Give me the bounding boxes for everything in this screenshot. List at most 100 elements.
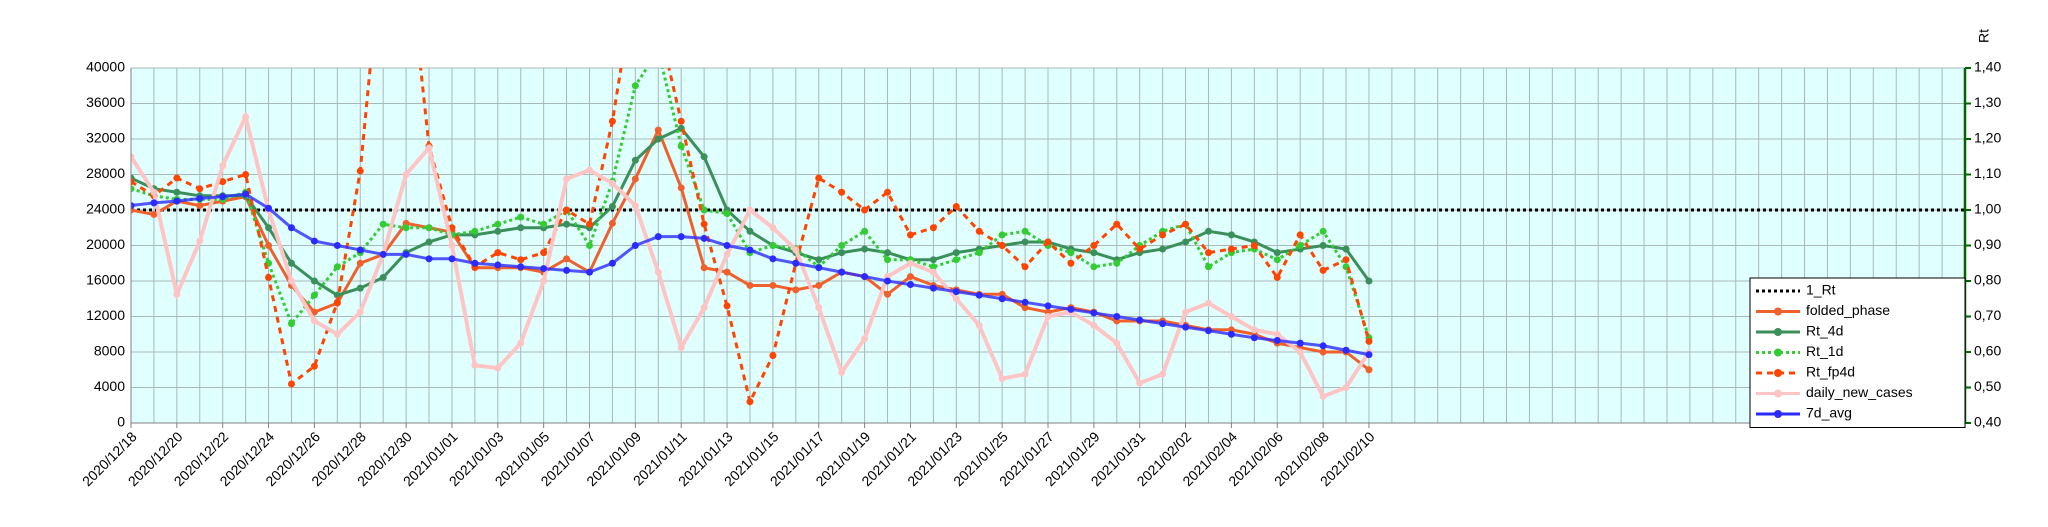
series-marker: [1113, 313, 1121, 320]
y-tick-label: 12000: [86, 307, 125, 323]
series-marker: [173, 174, 181, 182]
series-marker: [471, 361, 479, 369]
series-marker: [1090, 242, 1098, 249]
series-marker: [975, 227, 983, 235]
legend-marker: [1774, 389, 1782, 398]
series-marker: [998, 242, 1006, 249]
series-marker: [746, 227, 754, 235]
series-marker: [563, 266, 571, 274]
series-marker: [838, 188, 846, 196]
series-marker: [586, 220, 593, 228]
series-marker: [746, 246, 754, 254]
series-marker: [1273, 336, 1281, 344]
series-marker: [150, 188, 158, 196]
series-marker: [586, 268, 593, 276]
series-marker: [884, 249, 892, 257]
series-marker: [1090, 309, 1098, 317]
series-marker: [1021, 304, 1029, 312]
series-marker: [517, 224, 525, 232]
series-marker: [906, 231, 914, 239]
legend-marker: [1774, 307, 1782, 316]
series-marker: [655, 18, 662, 25]
series-marker: [608, 117, 616, 125]
y-tick-label: 0: [117, 414, 125, 430]
series-marker: [998, 375, 1006, 383]
series-marker: [1227, 245, 1235, 253]
series-marker: [379, 273, 387, 281]
series-marker: [1159, 370, 1167, 378]
series-marker: [494, 227, 502, 235]
y2-tick-label: 1,40: [1974, 59, 2001, 75]
series-marker: [723, 210, 731, 218]
series-marker: [952, 295, 960, 303]
series-marker: [1250, 326, 1258, 334]
series-marker: [1273, 249, 1281, 257]
series-marker: [815, 281, 823, 289]
y2-tick-label: 1,00: [1974, 201, 2001, 217]
series-marker: [1365, 277, 1373, 285]
series-marker: [494, 220, 502, 228]
series-marker: [310, 277, 318, 285]
series-marker: [746, 398, 754, 406]
series-marker: [1136, 245, 1144, 253]
series-marker: [310, 291, 318, 299]
series-marker: [402, 224, 410, 232]
series-marker: [746, 206, 754, 214]
series-marker: [746, 281, 754, 289]
series-marker: [471, 227, 479, 235]
series-marker: [1342, 245, 1350, 253]
series-marker: [425, 144, 433, 152]
y-tick-label: 8000: [94, 343, 125, 359]
series-marker: [631, 202, 639, 210]
series-marker: [815, 256, 823, 264]
series-marker: [677, 233, 685, 241]
series-marker: [265, 204, 273, 212]
series-marker: [792, 286, 800, 294]
series-marker: [1136, 316, 1144, 324]
series-marker: [700, 234, 708, 242]
series-marker: [1319, 242, 1327, 249]
series-marker: [998, 295, 1006, 303]
series-marker: [1159, 320, 1167, 328]
series-marker: [517, 256, 525, 264]
series-marker: [929, 268, 937, 276]
series-marker: [356, 259, 364, 267]
series-marker: [1227, 330, 1235, 338]
series-marker: [563, 220, 571, 228]
series-marker: [1319, 348, 1327, 356]
series-marker: [494, 364, 502, 372]
series-marker: [196, 202, 204, 210]
series-marker: [906, 273, 914, 281]
series-marker: [1296, 242, 1304, 249]
series-marker: [1090, 263, 1098, 271]
series-marker: [906, 281, 914, 289]
series-marker: [333, 291, 341, 299]
series-marker: [1319, 266, 1327, 274]
series-marker: [333, 242, 341, 249]
y2-tick-label: 1,20: [1974, 130, 2001, 146]
y2-tick-label: 1,10: [1974, 165, 2001, 181]
series-marker: [838, 268, 846, 276]
series-marker: [952, 249, 960, 257]
series-marker: [608, 202, 616, 210]
series-marker: [838, 368, 846, 376]
series-marker: [1113, 339, 1121, 347]
series-marker: [700, 153, 708, 161]
series-marker: [929, 256, 937, 264]
series-marker: [1021, 298, 1029, 306]
series-marker: [425, 238, 433, 246]
series-marker: [884, 277, 892, 285]
series-marker: [219, 193, 227, 201]
series-marker: [1204, 327, 1212, 335]
series-marker: [265, 273, 273, 281]
y2-tick-label: 0,50: [1974, 378, 2001, 394]
series-marker: [517, 339, 525, 347]
y-tick-label: 32000: [86, 130, 125, 146]
series-marker: [150, 210, 158, 218]
series-marker: [242, 190, 250, 198]
series-marker: [333, 330, 341, 338]
series-marker: [1296, 231, 1304, 239]
series-marker: [700, 206, 708, 214]
series-marker: [929, 224, 937, 232]
y2-tick-label: 0,90: [1974, 236, 2001, 252]
